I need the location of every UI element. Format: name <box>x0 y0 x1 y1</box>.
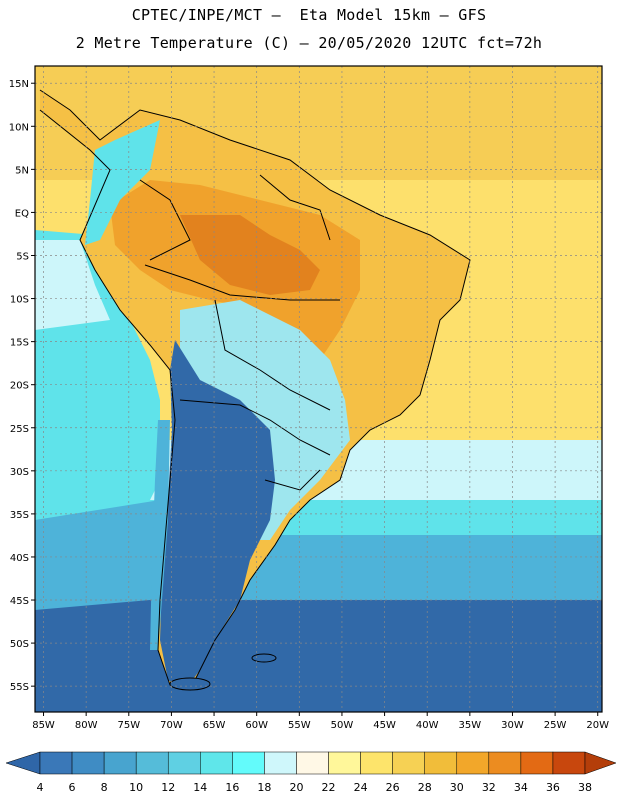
colorbar-labels: 4 6 8 10 12 14 16 18 20 22 24 26 28 30 32 34 36 38 <box>37 781 593 794</box>
colorbar-tick-label: 24 <box>354 781 368 794</box>
lon-label: 20W <box>586 720 609 731</box>
lon-label: 80W <box>75 720 98 731</box>
colorbar-tick-label: 38 <box>578 781 592 794</box>
colorbar-segment <box>488 751 522 775</box>
lat-label: 5N <box>15 165 29 176</box>
map-field <box>35 66 602 712</box>
lat-label: 35S <box>10 510 29 521</box>
colorbar-tick-label: 6 <box>69 781 76 794</box>
lon-label: 50W <box>331 720 354 731</box>
colorbar-tick-label: 32 <box>482 781 496 794</box>
lat-label: 15S <box>10 338 29 349</box>
colorbar-segment <box>328 751 361 775</box>
colorbar-segment <box>232 751 265 775</box>
colorbar-tick-label: 22 <box>322 781 336 794</box>
colorbar-segment <box>39 751 73 775</box>
map-frame <box>34 65 603 713</box>
lat-label: 50S <box>10 639 29 650</box>
colorbar-tick-label: 28 <box>418 781 432 794</box>
colorbar-segment <box>360 751 393 775</box>
lon-label: 55W <box>288 720 311 731</box>
colorbar-tick-label: 20 <box>289 781 303 794</box>
colorbar-tick-label: 16 <box>225 781 239 794</box>
latitude-labels: 15N 10N 5N EQ 5S 10S 15S 20S 25S 30S 35S 40S 45S 50S 5… <box>9 79 35 693</box>
lon-label: 65W <box>203 720 226 731</box>
andes-cool-strip <box>85 120 160 245</box>
coast-cool-south <box>150 420 170 650</box>
colorbar-segment <box>296 751 329 775</box>
colorbar-tick-label: 4 <box>37 781 44 794</box>
lon-label: 60W <box>245 720 268 731</box>
colorbar-tick-label: 10 <box>129 781 143 794</box>
falklands <box>251 653 277 663</box>
lat-label: 55S <box>10 682 29 693</box>
lat-label: 45S <box>10 596 29 607</box>
tierra-del-fuego <box>169 677 211 691</box>
colorbar-segment <box>71 751 105 775</box>
colorbar-segment <box>424 751 458 775</box>
title-line-1: CPTEC/INPE/MCT – Eta Model 15km – GFS <box>131 6 487 24</box>
colorbar: 4 6 8 10 12 14 16 18 20 22 24 26 28 30 32 34 36 38 <box>5 751 617 794</box>
colorbar-segment <box>392 751 425 775</box>
lon-label: 85W <box>32 720 55 731</box>
lat-label: 30S <box>10 467 29 478</box>
lon-label: 45W <box>373 720 396 731</box>
colorbar-segment <box>135 751 169 775</box>
lat-label: 5S <box>16 251 29 262</box>
colorbar-tick-label: 12 <box>161 781 175 794</box>
lat-label: 15N <box>9 79 29 90</box>
colorbar-segment <box>456 751 490 775</box>
pacific-light-water <box>35 240 110 330</box>
colorbar-segment <box>552 751 586 775</box>
lon-label: 75W <box>117 720 140 731</box>
lat-label: 10N <box>9 122 29 133</box>
lat-label: 40S <box>10 553 29 564</box>
country-borders <box>39 89 471 691</box>
lat-label: 20S <box>10 381 29 392</box>
colorbar-left-arrow <box>5 751 41 775</box>
colorbar-tick-label: 30 <box>450 781 464 794</box>
colorbar-segment <box>520 751 554 775</box>
lon-label: 35W <box>459 720 482 731</box>
lat-label: EQ <box>15 208 29 219</box>
ocean-deep-south <box>35 600 602 712</box>
lon-label: 30W <box>501 720 524 731</box>
colorbar-tick-label: 18 <box>257 781 271 794</box>
colorbar-tick-label: 8 <box>101 781 108 794</box>
colorbar-tick-label: 26 <box>386 781 400 794</box>
colorbar-segment <box>200 751 233 775</box>
colorbar-segment <box>103 751 137 775</box>
title-line-2: 2 Metre Temperature (C) – 20/05/2020 12U… <box>75 34 543 52</box>
lon-label: 70W <box>160 720 183 731</box>
longitude-labels: 85W 80W 75W 70W 65W 60W 55W 50W 45W 40W 35W 30W 25W 2… <box>32 712 609 731</box>
colorbar-tick-label: 34 <box>514 781 528 794</box>
lon-label: 25W <box>544 720 567 731</box>
colorbar-tick-label: 36 <box>546 781 560 794</box>
colorbar-segments <box>5 751 617 775</box>
amazon-very-hot <box>180 215 320 295</box>
lon-label: 40W <box>416 720 439 731</box>
colorbar-tick-label: 14 <box>193 781 207 794</box>
colorbar-right-arrow <box>584 751 617 775</box>
colorbar-segment <box>264 751 297 775</box>
lat-label: 25S <box>10 424 29 435</box>
colorbar-segment <box>167 751 201 775</box>
lat-label: 10S <box>10 295 29 306</box>
